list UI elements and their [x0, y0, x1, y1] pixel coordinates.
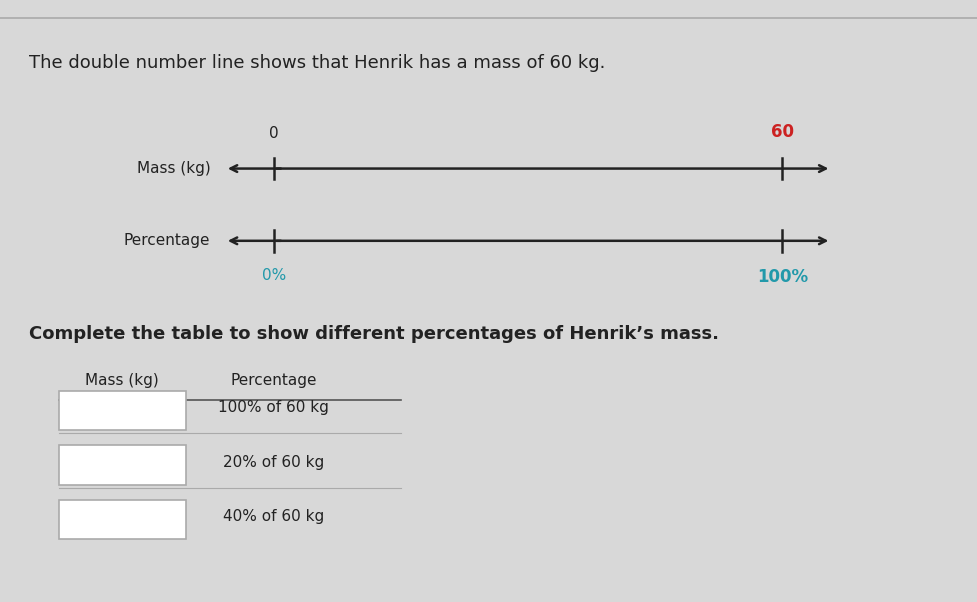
Text: 20% of 60 kg: 20% of 60 kg: [223, 455, 324, 470]
Text: 0%: 0%: [262, 268, 285, 283]
Text: 40% of 60 kg: 40% of 60 kg: [223, 509, 324, 524]
Text: Percentage: Percentage: [231, 373, 317, 388]
Text: 100%: 100%: [756, 268, 807, 286]
Bar: [59, 391, 186, 430]
Text: 0: 0: [269, 126, 278, 141]
Text: Mass (kg): Mass (kg): [85, 373, 159, 388]
Text: 100% of 60 kg: 100% of 60 kg: [218, 400, 329, 415]
Bar: [59, 445, 186, 485]
Text: Complete the table to show different percentages of Henrik’s mass.: Complete the table to show different per…: [29, 325, 719, 343]
Bar: [59, 500, 186, 539]
Text: The double number line shows that Henrik has a mass of 60 kg.: The double number line shows that Henrik…: [29, 54, 605, 72]
Text: Mass (kg): Mass (kg): [137, 161, 210, 176]
Text: 60: 60: [770, 123, 793, 141]
Text: Percentage: Percentage: [124, 234, 210, 248]
